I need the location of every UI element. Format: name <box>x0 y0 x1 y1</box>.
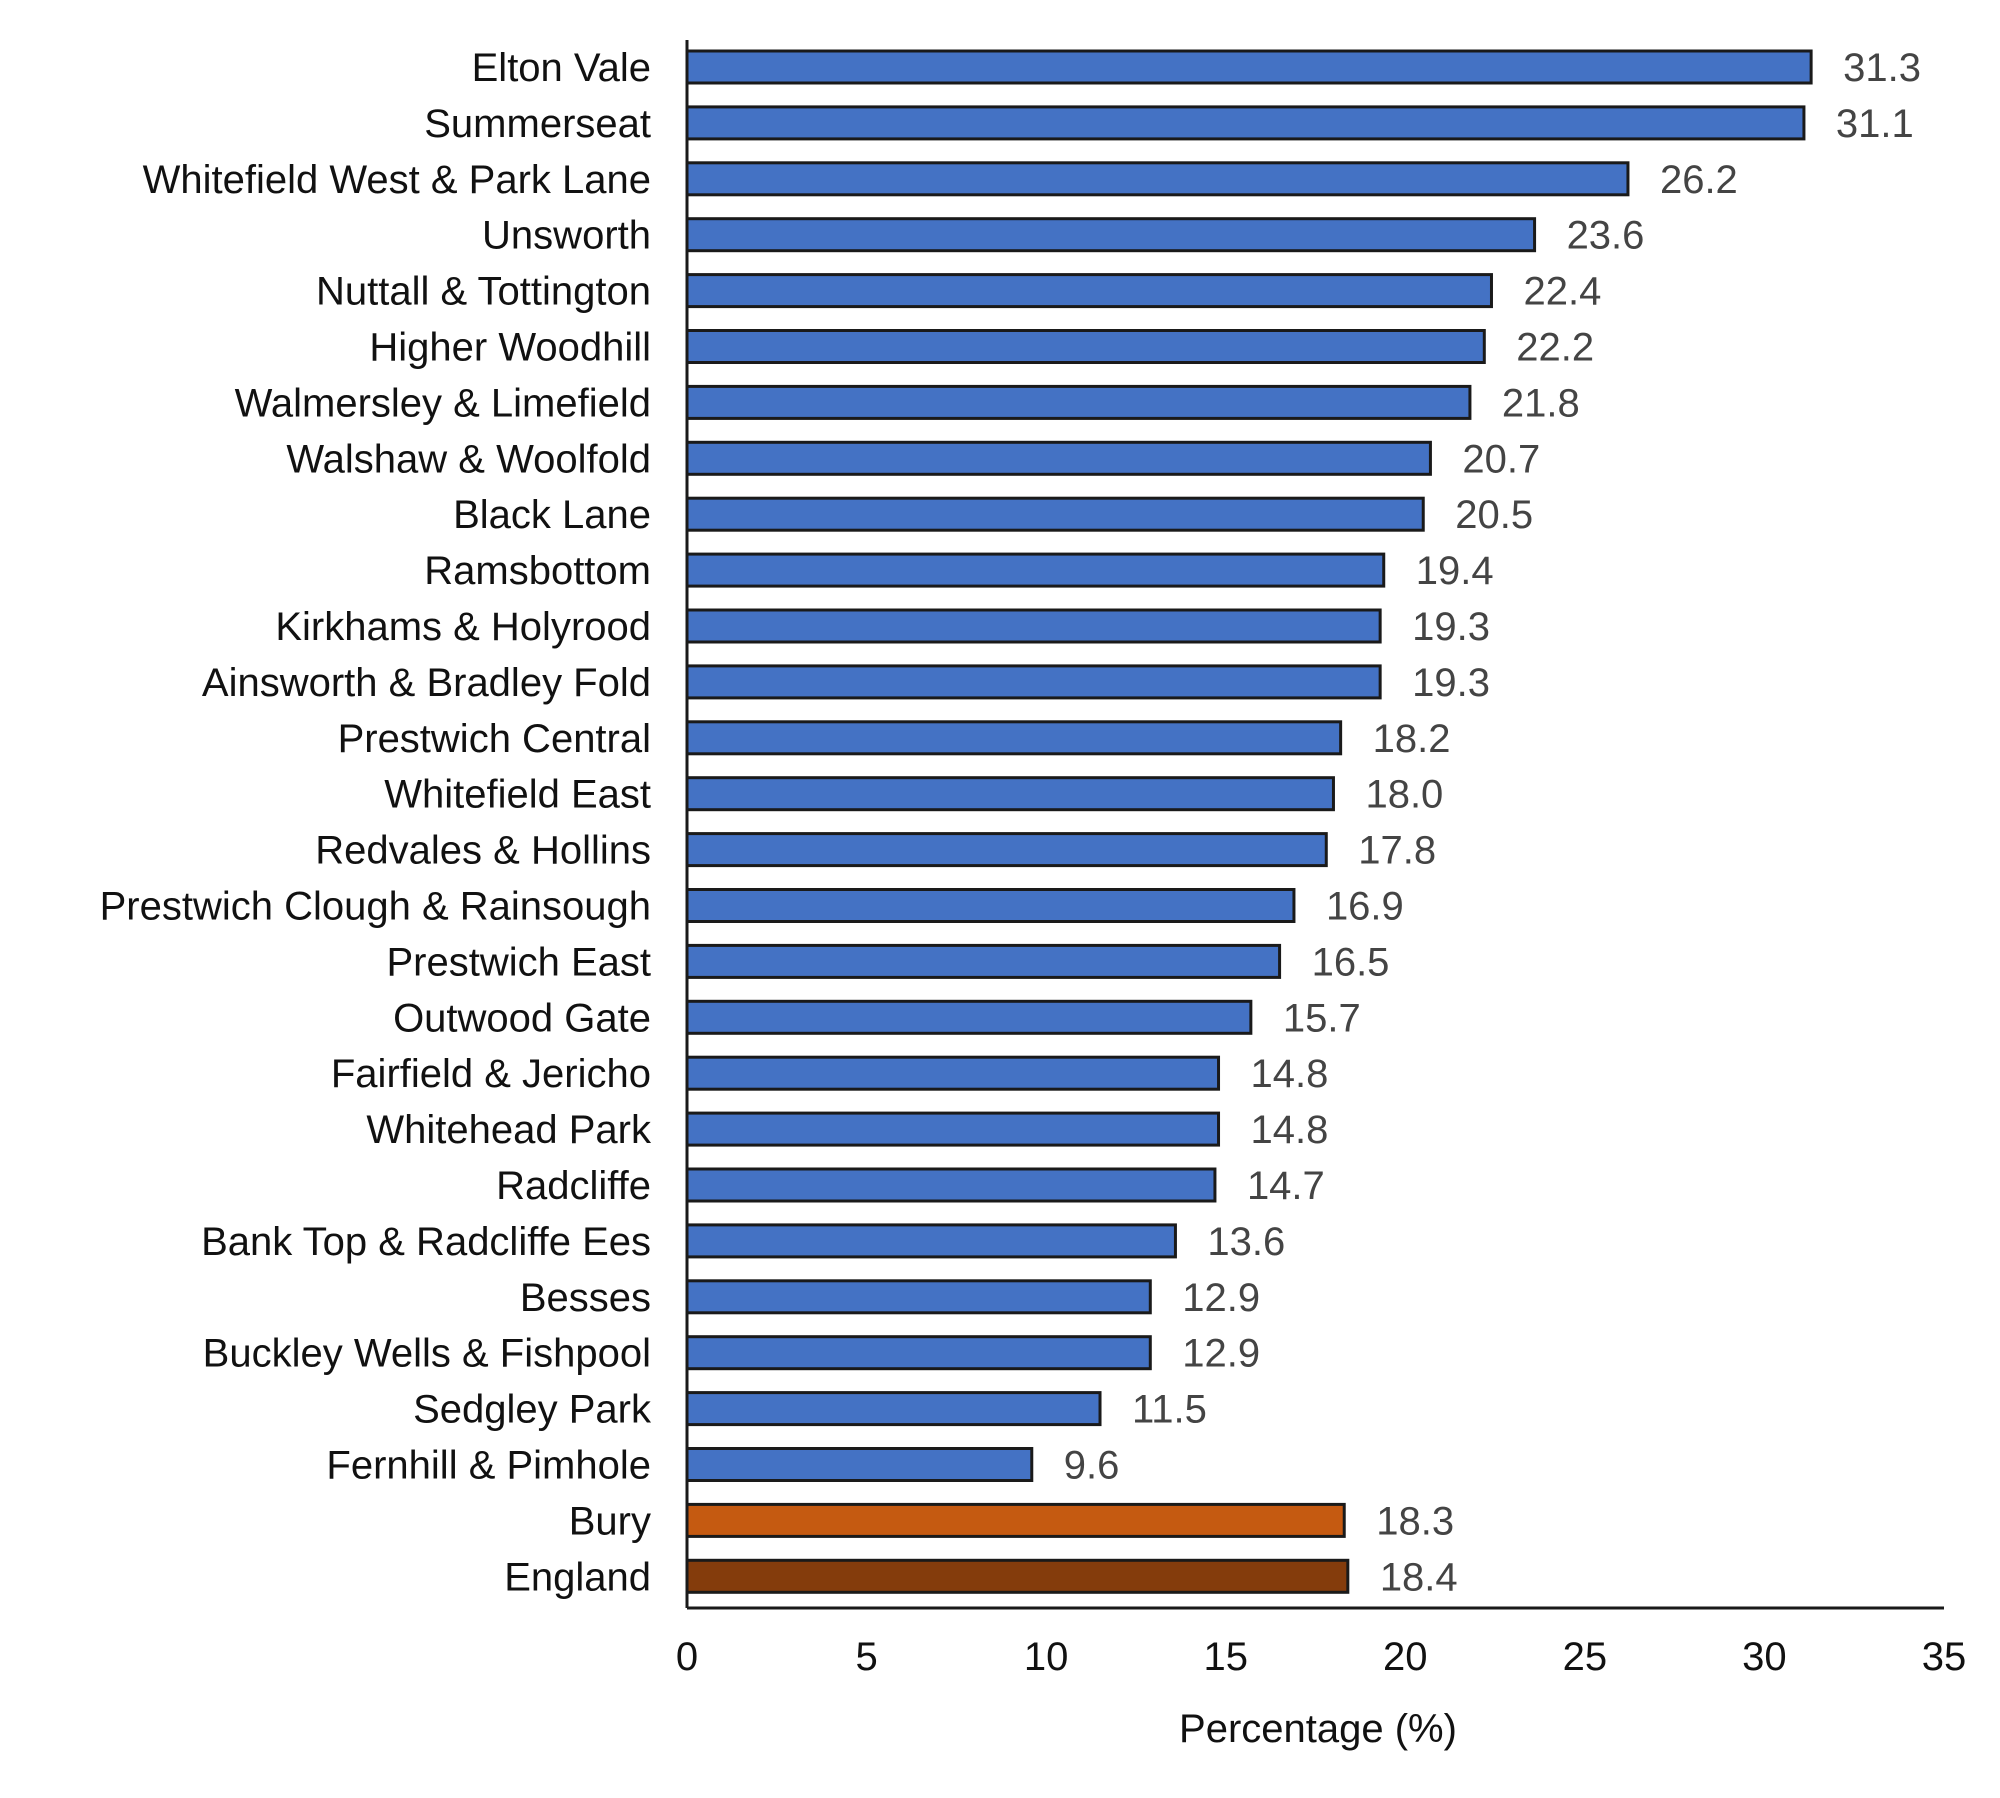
category-label-unsworth: Unsworth <box>482 214 651 258</box>
value-label-sedgley-park: 11.5 <box>1132 1388 1207 1432</box>
bars-layer <box>685 49 1813 1594</box>
bar-sedgley-park <box>685 1391 1102 1427</box>
value-label-ainsworth-and-bradley-fold: 19.3 <box>1412 661 1490 705</box>
category-label-nuttall-and-tottington: Nuttall & Tottington <box>316 270 651 314</box>
value-label-walmersley-and-limefield: 21.8 <box>1502 381 1580 425</box>
category-label-whitehead-park: Whitehead Park <box>366 1108 652 1152</box>
bar-england <box>685 1558 1350 1594</box>
category-label-elton-vale: Elton Vale <box>472 46 651 90</box>
axes: 0 5 10 15 20 25 30 35 <box>676 40 1966 1679</box>
bar-bank-top-and-radcliffe-ees <box>685 1223 1177 1259</box>
value-label-fairfield-and-jericho: 14.8 <box>1251 1052 1329 1096</box>
x-tick-label-0: 0 <box>676 1635 698 1679</box>
category-label-whitefield-west-and-park-lane: Whitefield West & Park Lane <box>143 158 651 202</box>
value-label-radcliffe: 14.7 <box>1247 1164 1325 1208</box>
x-tick-label-15: 15 <box>1203 1635 1248 1679</box>
value-label-prestwich-central: 18.2 <box>1373 717 1451 761</box>
bar-whitehead-park <box>685 1111 1221 1147</box>
x-axis-title: Percentage (%) <box>1179 1707 1457 1751</box>
x-tick-label-25: 25 <box>1563 1635 1608 1679</box>
bar-fairfield-and-jericho <box>685 1055 1221 1091</box>
category-label-walshaw-and-woolfold: Walshaw & Woolfold <box>286 437 651 481</box>
x-tick-label-35: 35 <box>1922 1635 1967 1679</box>
value-label-ramsbottom: 19.4 <box>1416 549 1494 593</box>
value-labels: 31.3 31.1 26.2 23.6 22.4 22.2 21.8 20.7 20.5 19.4… <box>1064 46 1921 1599</box>
value-label-england: 18.4 <box>1380 1555 1458 1599</box>
category-labels: Elton Vale Summerseat Whitefield West & Pa… <box>100 46 652 1599</box>
x-tick-label-20: 20 <box>1383 1635 1428 1679</box>
bar-redvales-and-hollins <box>685 832 1328 868</box>
bar-buckley-wells-and-fishpool <box>685 1335 1152 1371</box>
bar-higher-woodhill <box>685 329 1486 364</box>
bar-whitefield-west-and-park-lane <box>685 161 1630 197</box>
value-label-nuttall-and-tottington: 22.4 <box>1523 270 1601 314</box>
bar-nuttall-and-tottington <box>685 273 1493 309</box>
category-label-outwood-gate: Outwood Gate <box>393 996 651 1040</box>
category-label-prestwich-clough-and-rainsough: Prestwich Clough & Rainsough <box>100 885 651 929</box>
bar-walshaw-and-woolfold <box>685 440 1432 476</box>
value-label-bank-top-and-radcliffe-ees: 13.6 <box>1207 1220 1285 1264</box>
value-label-whitehead-park: 14.8 <box>1251 1108 1329 1152</box>
value-label-higher-woodhill: 22.2 <box>1516 326 1594 370</box>
x-tick-label-5: 5 <box>855 1635 877 1679</box>
value-label-prestwich-clough-and-rainsough: 16.9 <box>1326 885 1404 929</box>
value-label-whitefield-west-and-park-lane: 26.2 <box>1660 158 1738 202</box>
bar-black-lane <box>685 496 1425 532</box>
bar-ramsbottom <box>685 552 1386 588</box>
category-label-whitefield-east: Whitefield East <box>384 773 651 817</box>
x-tick-label-30: 30 <box>1742 1635 1787 1679</box>
value-label-unsworth: 23.6 <box>1567 214 1645 258</box>
value-label-black-lane: 20.5 <box>1455 493 1533 537</box>
category-label-redvales-and-hollins: Redvales & Hollins <box>315 829 651 873</box>
category-label-walmersley-and-limefield: Walmersley & Limefield <box>235 381 651 425</box>
bar-elton-vale <box>685 49 1813 85</box>
category-label-fairfield-and-jericho: Fairfield & Jericho <box>331 1052 651 1096</box>
value-label-elton-vale: 31.3 <box>1843 46 1921 90</box>
value-label-besses: 12.9 <box>1182 1276 1260 1320</box>
category-label-radcliffe: Radcliffe <box>496 1164 651 1208</box>
bar-walmersley-and-limefield <box>685 384 1472 420</box>
category-label-fernhill-and-pimhole: Fernhill & Pimhole <box>326 1444 651 1488</box>
bar-ainsworth-and-bradley-fold <box>685 664 1382 700</box>
value-label-kirkhams-and-holyrood: 19.3 <box>1412 605 1490 649</box>
category-label-besses: Besses <box>520 1276 651 1320</box>
category-label-bank-top-and-radcliffe-ees: Bank Top & Radcliffe Ees <box>201 1220 651 1264</box>
category-label-sedgley-park: Sedgley Park <box>413 1388 652 1432</box>
category-label-ramsbottom: Ramsbottom <box>424 549 651 593</box>
value-label-outwood-gate: 15.7 <box>1283 996 1361 1040</box>
category-label-kirkhams-and-holyrood: Kirkhams & Holyrood <box>275 605 651 649</box>
value-label-redvales-and-hollins: 17.8 <box>1358 829 1436 873</box>
bar-fernhill-and-pimhole <box>685 1447 1034 1482</box>
x-tick-label-10: 10 <box>1024 1635 1069 1679</box>
category-label-prestwich-central: Prestwich Central <box>338 717 651 761</box>
category-label-summerseat: Summerseat <box>424 102 651 146</box>
bar-kirkhams-and-holyrood <box>685 608 1382 644</box>
bar-prestwich-central <box>685 720 1343 756</box>
value-label-buckley-wells-and-fishpool: 12.9 <box>1182 1332 1260 1376</box>
bar-besses <box>685 1279 1152 1315</box>
value-label-fernhill-and-pimhole: 9.6 <box>1064 1444 1120 1488</box>
category-label-bury: Bury <box>569 1499 651 1543</box>
value-label-walshaw-and-woolfold: 20.7 <box>1462 437 1540 481</box>
category-label-prestwich-east: Prestwich East <box>386 940 651 984</box>
bar-prestwich-clough-and-rainsough <box>685 888 1296 923</box>
bar-summerseat <box>685 105 1806 141</box>
value-label-summerseat: 31.1 <box>1836 102 1914 146</box>
category-label-england: England <box>504 1555 651 1599</box>
bar-whitefield-east <box>685 776 1335 812</box>
category-label-black-lane: Black Lane <box>453 493 651 537</box>
bar-outwood-gate <box>685 999 1253 1035</box>
category-label-buckley-wells-and-fishpool: Buckley Wells & Fishpool <box>203 1332 651 1376</box>
bar-unsworth <box>685 217 1537 253</box>
bar-bury <box>685 1502 1346 1538</box>
category-label-higher-woodhill: Higher Woodhill <box>369 326 651 370</box>
value-label-prestwich-east: 16.5 <box>1312 940 1390 984</box>
value-label-bury: 18.3 <box>1376 1499 1454 1543</box>
bar-prestwich-east <box>685 943 1282 979</box>
value-label-whitefield-east: 18.0 <box>1365 773 1443 817</box>
category-label-ainsworth-and-bradley-fold: Ainsworth & Bradley Fold <box>202 661 651 705</box>
bar-radcliffe <box>685 1167 1217 1203</box>
